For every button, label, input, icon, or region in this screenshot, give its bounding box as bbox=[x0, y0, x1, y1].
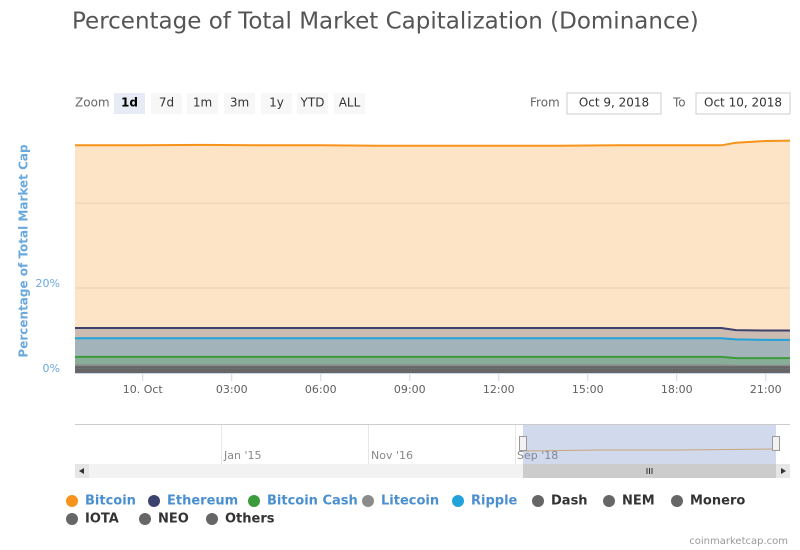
legend-label[interactable]: IOTA bbox=[85, 512, 119, 527]
zoom-button-label[interactable]: YTD bbox=[300, 96, 325, 110]
credit[interactable]: coinmarketcap.com bbox=[689, 536, 788, 547]
x-ticks: 10. Oct 03:00 06:00 09:00 12:00 15:00 18:00 21:… bbox=[123, 373, 782, 396]
zoom-button[interactable] bbox=[261, 93, 292, 114]
x-tick-label: 18:00 bbox=[661, 383, 693, 396]
zoom-button[interactable] bbox=[151, 93, 182, 114]
to-value[interactable]: Oct 10, 2018 bbox=[704, 96, 782, 110]
legend-marker[interactable] bbox=[66, 513, 78, 525]
grid: 0% 20% bbox=[36, 202, 790, 375]
legend-label[interactable]: Others bbox=[225, 512, 275, 527]
x-tick-label: 09:00 bbox=[394, 383, 426, 396]
legend-marker[interactable] bbox=[452, 495, 464, 507]
navigator-selection[interactable] bbox=[523, 425, 776, 464]
legend-marker[interactable] bbox=[66, 495, 78, 507]
area-fill bbox=[75, 328, 790, 373]
navigator-label: Jan '15 bbox=[223, 449, 261, 462]
zoom-button-label[interactable]: 1y bbox=[269, 96, 284, 110]
legend-marker[interactable] bbox=[248, 495, 260, 507]
areas bbox=[75, 139, 791, 373]
zoom-button[interactable] bbox=[297, 93, 328, 114]
legend-label[interactable]: Ripple bbox=[471, 494, 518, 509]
chart-title: Percentage of Total Market Capitalizatio… bbox=[72, 9, 699, 35]
x-tick-label: 10. Oct bbox=[123, 383, 164, 396]
navigator-label: Sep '18 bbox=[517, 449, 558, 462]
area-line bbox=[75, 337, 790, 341]
y-tick-label: 20% bbox=[36, 277, 60, 290]
to-label: To bbox=[672, 96, 686, 110]
legend-marker[interactable] bbox=[532, 495, 544, 507]
legend-marker[interactable] bbox=[603, 495, 615, 507]
zoom-button[interactable] bbox=[224, 93, 255, 114]
navigator-line bbox=[522, 448, 777, 452]
navigator-handle[interactable] bbox=[519, 436, 527, 451]
zoom-button[interactable] bbox=[334, 93, 365, 114]
arrow-right bbox=[781, 468, 786, 474]
area-line bbox=[75, 355, 790, 360]
area-fill bbox=[75, 338, 790, 373]
navigator-handle[interactable] bbox=[772, 436, 780, 451]
area-line bbox=[75, 327, 790, 332]
scroll-grip bbox=[646, 468, 653, 474]
legend-label[interactable]: Ethereum bbox=[167, 494, 238, 509]
arrow-left bbox=[79, 468, 84, 474]
zoom-button-label[interactable]: ALL bbox=[339, 96, 361, 110]
x-tick-label: 15:00 bbox=[572, 383, 604, 396]
legend-marker[interactable] bbox=[362, 495, 374, 507]
zoom-button-label[interactable]: 7d bbox=[159, 96, 174, 110]
from-value[interactable]: Oct 9, 2018 bbox=[579, 96, 649, 110]
zoom-button[interactable] bbox=[114, 93, 145, 114]
zoom-button-label[interactable]: 1m bbox=[193, 96, 212, 110]
area-fill bbox=[75, 140, 790, 373]
zoom-button-label[interactable]: 1d bbox=[121, 96, 138, 110]
x-tick-label: 21:00 bbox=[750, 383, 782, 396]
navigator: Jan '15 Nov '16 Sep '18 bbox=[75, 424, 790, 478]
from-input[interactable] bbox=[566, 92, 662, 115]
y-tick-label: 0% bbox=[43, 362, 60, 375]
legend-label[interactable]: Litecoin bbox=[381, 494, 439, 509]
x-tick-label: 06:00 bbox=[305, 383, 337, 396]
to-input[interactable] bbox=[695, 92, 791, 115]
y-axis-title: Percentage of Total Market Cap bbox=[17, 144, 31, 358]
legend-marker[interactable] bbox=[206, 513, 218, 525]
legend-label[interactable]: Bitcoin bbox=[85, 494, 136, 509]
legend-marker[interactable] bbox=[671, 495, 683, 507]
x-tick-label: 03:00 bbox=[216, 383, 248, 396]
legend-label[interactable]: NEM bbox=[622, 494, 655, 509]
zoom-buttons: 1d 7d 1m 3m 1y YTD ALL bbox=[114, 93, 365, 114]
zoom-button[interactable] bbox=[187, 93, 218, 114]
zoom-label: Zoom bbox=[75, 96, 110, 110]
legend-marker[interactable] bbox=[139, 513, 151, 525]
legend-label[interactable]: Monero bbox=[690, 494, 745, 509]
legend-label[interactable]: NEO bbox=[158, 512, 189, 527]
legend-label[interactable]: Dash bbox=[551, 494, 588, 509]
legend-marker[interactable] bbox=[148, 495, 160, 507]
navigator-label: Nov '16 bbox=[371, 449, 413, 462]
area-line bbox=[75, 139, 791, 147]
legend: Bitcoin Ethereum Bitcoin Cash Litecoin Rippl… bbox=[66, 494, 745, 527]
from-label: From bbox=[530, 96, 560, 110]
x-tick-label: 12:00 bbox=[483, 383, 515, 396]
legend-label[interactable]: Bitcoin Cash bbox=[267, 494, 358, 509]
zoom-button-label[interactable]: 3m bbox=[230, 96, 249, 110]
